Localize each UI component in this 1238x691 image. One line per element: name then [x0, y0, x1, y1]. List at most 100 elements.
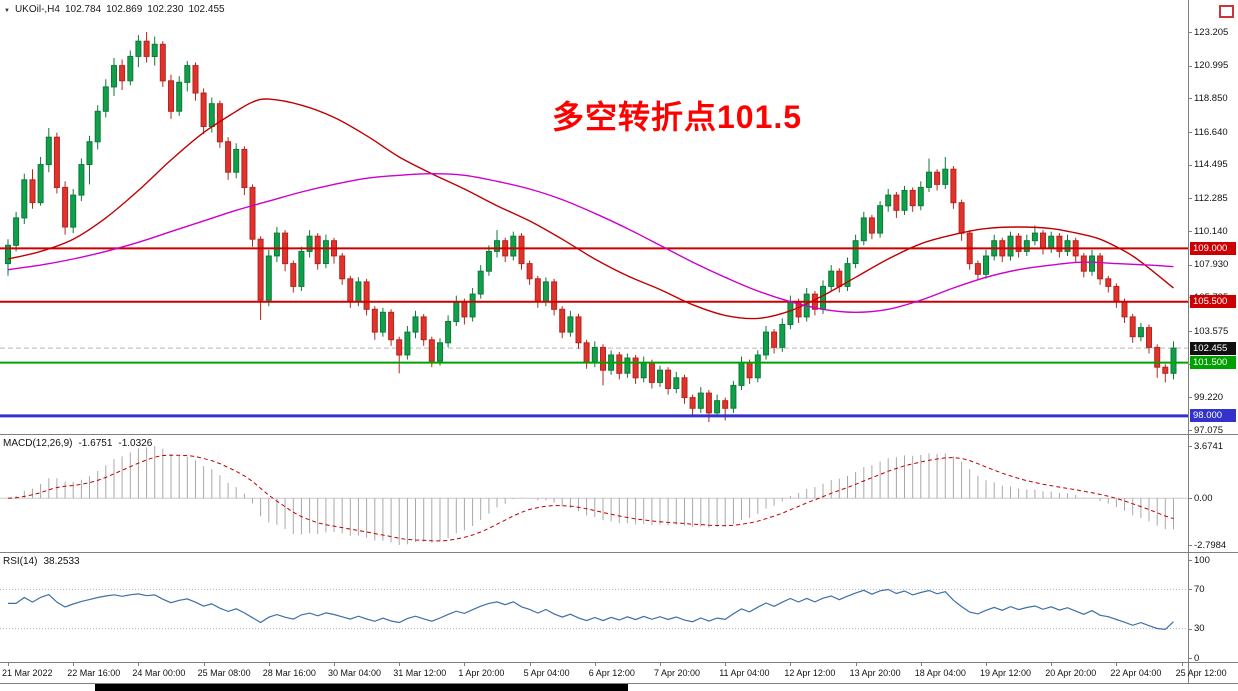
candle-body [950, 168, 957, 204]
candle-body [1031, 232, 1038, 242]
candle-body [1137, 327, 1144, 338]
rsi-axis-label: 70 [1194, 583, 1205, 595]
candle-body [681, 377, 688, 399]
date-label: 24 Mar 00:00 [132, 668, 186, 678]
axis-tick [334, 662, 335, 666]
date-label: 20 Apr 20:00 [1045, 668, 1097, 678]
axis-tick [1188, 331, 1192, 332]
candle-body [445, 321, 452, 344]
date-label: 11 Apr 04:00 [719, 668, 770, 678]
ohlc-open: 102.784 [64, 4, 102, 15]
candle-body [763, 331, 769, 356]
axis-tick [790, 662, 792, 666]
axis-tick [8, 662, 9, 666]
macd-main-value: -1.6751 [78, 438, 113, 449]
ohlc-high: 102.869 [106, 4, 143, 15]
price-axis-label: 120.995 [1194, 60, 1229, 72]
candle-body [974, 263, 981, 275]
rsi-axis-label: 30 [1194, 623, 1205, 635]
candle-body [322, 240, 329, 264]
candle-body [265, 255, 272, 301]
candle-body [934, 171, 941, 185]
price-axis-label: 97.075 [1194, 424, 1224, 436]
axis-tick [1188, 560, 1192, 561]
candle-body [461, 301, 468, 318]
candle-body [404, 331, 411, 356]
candle-body [1064, 240, 1071, 252]
candle-body [1105, 278, 1112, 287]
macd-histogram [15, 446, 1174, 545]
axis-tick [1188, 264, 1192, 266]
candle-body [689, 397, 696, 409]
candle-body [787, 301, 794, 326]
axis-tick [594, 662, 596, 666]
axis-tick [464, 662, 466, 666]
macd-name: MACD(12,26,9) [3, 438, 73, 449]
axis-tick [138, 662, 140, 666]
axis-tick [1188, 32, 1192, 33]
axis-tick [1188, 430, 1192, 431]
candle-body [1015, 235, 1022, 252]
candle-body [746, 362, 753, 379]
candle-body [485, 250, 492, 272]
ohlc-close: 102.455 [188, 4, 225, 15]
time-axis[interactable]: 21 Mar 2022 22 Mar 16:00 24 Mar 00:00 25 Ma… [0, 662, 1238, 683]
candle-body [624, 357, 631, 374]
candle-body [926, 171, 932, 188]
candle-body [453, 301, 460, 323]
candle-body [542, 281, 549, 303]
candle-body [412, 316, 419, 333]
candle-body [290, 263, 297, 287]
candle-body [640, 362, 647, 379]
axis-tick [203, 662, 205, 666]
axis-tick [1188, 628, 1192, 630]
candle-body [184, 65, 191, 83]
macd-axis-label: -2.7984 [1194, 539, 1227, 551]
date-label: 7 Apr 20:00 [654, 668, 701, 678]
candle-body [420, 316, 427, 341]
axis-tick [529, 662, 531, 666]
candle-body [697, 392, 704, 409]
candle-body [738, 362, 745, 386]
axis-tick [1188, 231, 1192, 232]
candle-body [45, 136, 52, 166]
axis-tick [1188, 589, 1192, 591]
price-axis-label: 116.640 [1194, 126, 1228, 138]
price-level-badge: 101.500 [1190, 356, 1236, 370]
candle-body [942, 168, 949, 185]
axis-tick [1188, 164, 1192, 166]
candle-body [575, 316, 582, 344]
axis-tick [1188, 498, 1192, 500]
axis-tick [920, 662, 922, 666]
candle-body [192, 65, 199, 94]
candle-body [526, 263, 533, 280]
candle-body [534, 278, 541, 303]
expander-arrow-icon[interactable]: ▼ [4, 7, 10, 14]
axis-tick [268, 662, 270, 666]
axis-tick [399, 662, 401, 666]
candle-body [730, 384, 737, 409]
candle-body [983, 255, 989, 275]
symbol-info-bar: ▼ UKOil-,H4 102.784 102.869 102.230 102.… [4, 4, 225, 15]
chart-annotation[interactable]: 多空转折点101.5 [552, 99, 803, 135]
date-label: 22 Mar 16:00 [67, 668, 121, 678]
candle-body [673, 377, 680, 389]
axis-tick [660, 662, 661, 666]
candle-body [600, 346, 606, 371]
price-axis-label: 110.140 [1194, 225, 1228, 237]
price-axis[interactable]: 123.205 120.995 118.850 116.640 114.495 112.2… [1188, 0, 1238, 683]
candle-body [917, 186, 924, 207]
date-label: 12 Apr 12:00 [784, 668, 836, 678]
candle-body [1089, 255, 1095, 272]
candle-body [241, 148, 248, 188]
rsi-line [8, 588, 1174, 631]
price-level-badge: 98.000 [1190, 409, 1236, 423]
macd-label: MACD(12,26,9) -1.6751 -1.0326 [3, 438, 152, 449]
axis-tick [1181, 662, 1183, 666]
price-axis-label: 107.930 [1194, 259, 1229, 271]
macd-signal-value: -1.0326 [118, 438, 153, 449]
candle-body [298, 250, 305, 287]
candle-body [779, 324, 786, 348]
candle-body [868, 217, 875, 234]
